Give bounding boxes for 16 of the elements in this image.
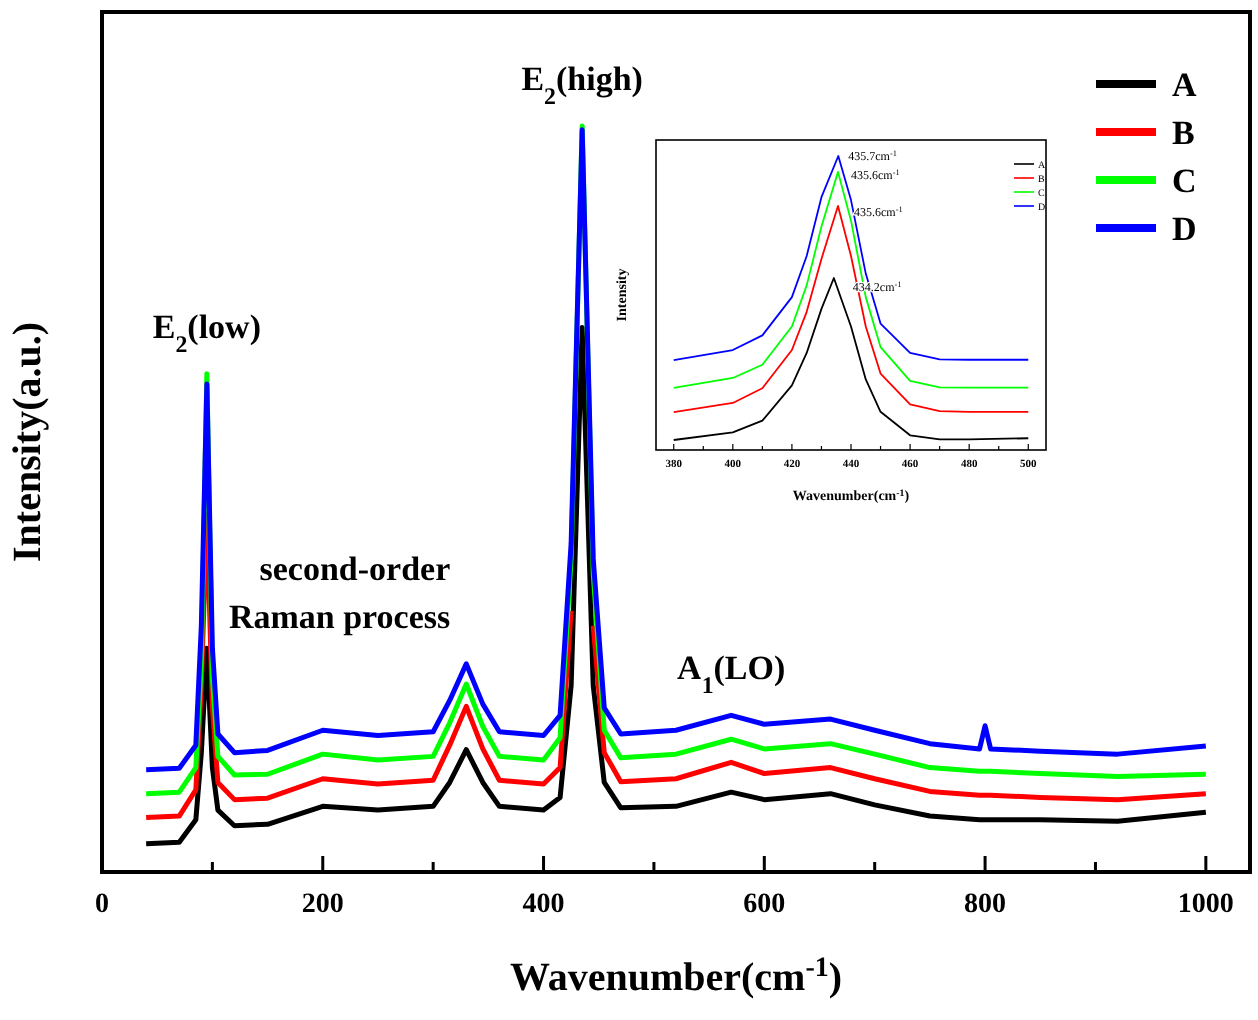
x-tick-label: 600 (743, 890, 786, 920)
legend-label: C (1172, 161, 1197, 200)
annotation: second-order Raman process (228, 549, 452, 636)
x-tick-label: 800 (964, 890, 1007, 920)
x-axis-title: Wavenumber(cm$^{-1}$) (509, 953, 843, 1000)
legend-label: A (1172, 65, 1198, 104)
annotation: E$_{2}$(high) (521, 60, 643, 110)
x-tick-label: 0 (95, 890, 109, 920)
x-tick-label: 400 (522, 890, 565, 920)
x-tick-label: 200 (301, 890, 344, 920)
legend-label: D (1172, 209, 1197, 248)
annotation: A$_{1}$(LO) (677, 649, 786, 700)
x-tick-label: 1000 (1177, 890, 1234, 920)
annotation: E$_{2}$(low) (152, 307, 261, 358)
y-axis-title: Intensity(a.u.) (6, 321, 50, 563)
legend-label: B (1172, 113, 1195, 152)
